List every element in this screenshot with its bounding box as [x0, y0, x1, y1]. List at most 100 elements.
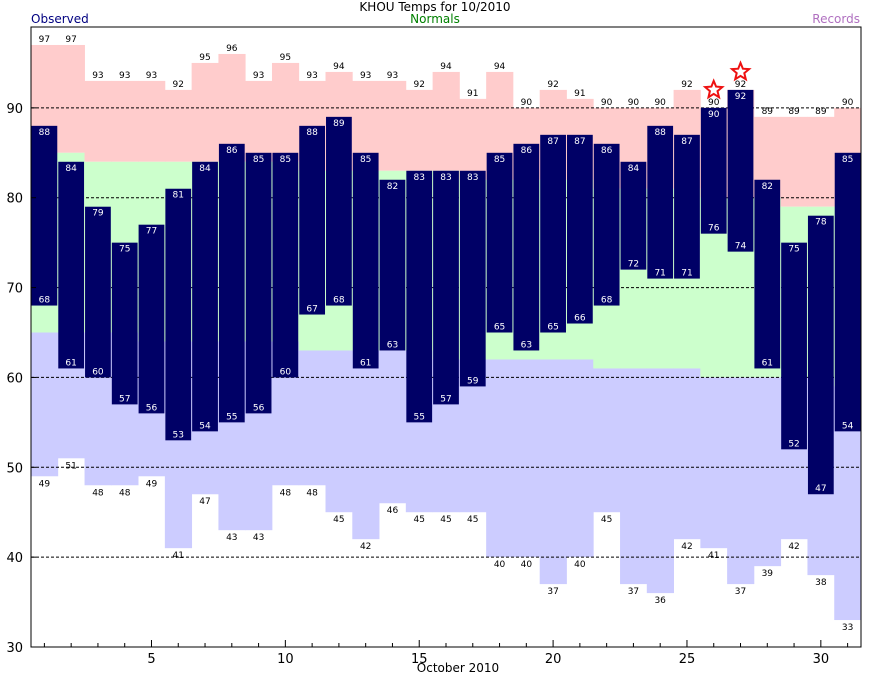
x-axis-label: October 2010 [417, 661, 499, 675]
record-high-label: 90 [708, 98, 720, 108]
record-low-label: 40 [574, 560, 586, 570]
record-high-label: 89 [815, 107, 827, 117]
observed-low-label: 74 [735, 242, 747, 252]
record-low-band [700, 377, 728, 549]
record-low-label: 49 [146, 479, 158, 489]
record-low-band [539, 359, 567, 585]
record-star-icon [729, 60, 752, 82]
record-low-label: 48 [280, 488, 292, 498]
observed-high-label: 82 [762, 182, 773, 192]
observed-bar [406, 170, 433, 423]
record-high-label: 92 [173, 80, 184, 90]
record-low-label: 45 [601, 515, 612, 525]
record-low-label: 37 [735, 587, 746, 597]
record-high-band [245, 80, 273, 162]
observed-high-label: 75 [788, 245, 799, 255]
record-high-band [111, 80, 139, 162]
observed-bar [31, 125, 58, 306]
observed-low-label: 56 [146, 403, 158, 413]
observed-bar [352, 152, 379, 369]
record-high-label: 97 [65, 35, 76, 45]
observed-high-label: 79 [92, 209, 104, 219]
y-tick-label: 30 [6, 641, 23, 656]
observed-bar [111, 242, 138, 405]
record-low-band [753, 377, 782, 567]
record-low-band [673, 368, 701, 540]
observed-high-label: 88 [654, 128, 666, 138]
record-low-band [593, 368, 621, 513]
observed-high-label: 75 [119, 245, 130, 255]
observed-low-label: 71 [654, 269, 665, 279]
record-low-label: 41 [173, 551, 184, 561]
record-high-label: 92 [547, 80, 558, 90]
observed-high-label: 85 [280, 155, 291, 165]
x-tick-label: 20 [545, 652, 562, 667]
record-high-band [271, 62, 300, 162]
observed-bar [138, 224, 165, 414]
x-tick-label: 15 [411, 652, 428, 667]
record-high-label: 90 [521, 98, 533, 108]
observed-low-label: 54 [842, 421, 854, 431]
record-high-label: 94 [333, 62, 345, 72]
observed-high-label: 81 [173, 191, 184, 201]
record-high-label: 93 [306, 71, 317, 81]
observed-low-label: 63 [521, 340, 532, 350]
record-low-label: 49 [39, 479, 51, 489]
observed-bar [754, 179, 781, 369]
record-low-label: 45 [440, 515, 451, 525]
observed-high-label: 86 [521, 146, 533, 156]
record-low-label: 42 [788, 542, 799, 552]
y-tick-label: 70 [6, 282, 23, 297]
observed-low-label: 63 [387, 340, 398, 350]
record-low-label: 43 [253, 533, 264, 543]
record-high-band [807, 116, 835, 207]
observed-bar [620, 161, 647, 270]
record-high-label: 90 [654, 98, 666, 108]
record-high-band [405, 89, 434, 171]
observed-low-label: 52 [788, 439, 799, 449]
record-high-label: 91 [467, 89, 478, 99]
record-high-band [191, 62, 219, 162]
observed-high-label: 87 [574, 137, 585, 147]
record-low-label: 51 [65, 461, 76, 471]
record-high-band [57, 44, 85, 153]
record-low-label: 36 [654, 596, 666, 606]
observed-high-label: 87 [681, 137, 692, 147]
observed-bar [433, 170, 459, 405]
observed-bar [807, 215, 834, 495]
observed-low-label: 71 [681, 269, 692, 279]
legend-observed: Observed [31, 12, 89, 26]
record-high-label: 90 [842, 98, 854, 108]
record-low-label: 45 [467, 515, 478, 525]
record-low-label: 42 [681, 542, 692, 552]
observed-high-label: 89 [333, 119, 345, 129]
observed-low-label: 60 [280, 367, 292, 377]
observed-high-label: 82 [387, 182, 398, 192]
record-high-label: 92 [413, 80, 424, 90]
record-low-label: 40 [494, 560, 506, 570]
observed-low-label: 59 [467, 376, 479, 386]
y-tick-label: 60 [6, 371, 23, 386]
observed-bar [192, 161, 218, 432]
observed-low-label: 61 [360, 358, 371, 368]
record-high-label: 92 [681, 80, 692, 90]
observed-low-label: 68 [601, 296, 613, 306]
observed-bar [834, 152, 861, 432]
record-high-label: 95 [280, 53, 291, 63]
record-high-band [138, 80, 166, 162]
record-high-band [379, 80, 407, 171]
record-high-label: 95 [199, 53, 210, 63]
record-low-band [566, 359, 594, 558]
observed-bar [85, 206, 111, 378]
record-high-label: 94 [494, 62, 506, 72]
record-high-band [459, 98, 487, 180]
record-high-band [84, 80, 112, 162]
observed-low-label: 60 [92, 367, 104, 377]
record-high-label: 93 [360, 71, 371, 81]
observed-bar [727, 89, 754, 252]
record-high-label: 97 [39, 35, 50, 45]
record-high-label: 93 [146, 71, 157, 81]
record-low-label: 48 [119, 488, 131, 498]
x-tick-label: 10 [277, 652, 294, 667]
